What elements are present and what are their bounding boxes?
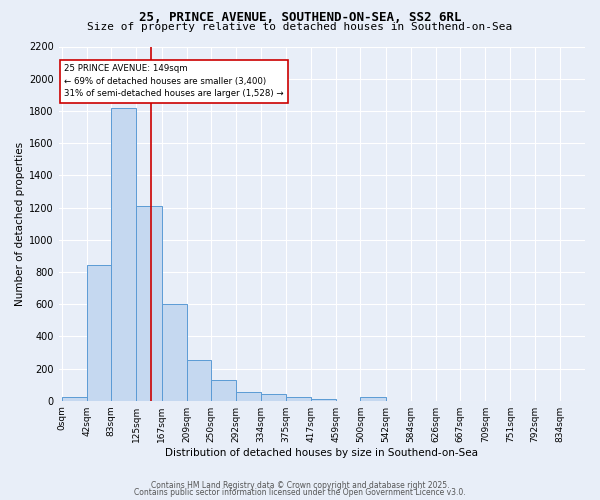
- Bar: [261, 394, 286, 400]
- Text: 25 PRINCE AVENUE: 149sqm
← 69% of detached houses are smaller (3,400)
31% of sem: 25 PRINCE AVENUE: 149sqm ← 69% of detach…: [64, 64, 284, 98]
- Text: Size of property relative to detached houses in Southend-on-Sea: Size of property relative to detached ho…: [88, 22, 512, 32]
- Bar: [62, 398, 87, 400]
- Text: Contains HM Land Registry data © Crown copyright and database right 2025.: Contains HM Land Registry data © Crown c…: [151, 481, 449, 490]
- Bar: [112, 108, 136, 401]
- Text: 25, PRINCE AVENUE, SOUTHEND-ON-SEA, SS2 6RL: 25, PRINCE AVENUE, SOUTHEND-ON-SEA, SS2 …: [139, 11, 461, 24]
- Bar: [211, 380, 236, 400]
- Bar: [87, 266, 112, 400]
- Bar: [136, 206, 161, 400]
- Bar: [361, 398, 386, 400]
- Y-axis label: Number of detached properties: Number of detached properties: [15, 142, 25, 306]
- Bar: [311, 399, 336, 400]
- Bar: [187, 360, 211, 401]
- Text: Contains public sector information licensed under the Open Government Licence v3: Contains public sector information licen…: [134, 488, 466, 497]
- Bar: [286, 396, 311, 400]
- Bar: [161, 304, 187, 400]
- X-axis label: Distribution of detached houses by size in Southend-on-Sea: Distribution of detached houses by size …: [166, 448, 478, 458]
- Bar: [236, 392, 261, 400]
